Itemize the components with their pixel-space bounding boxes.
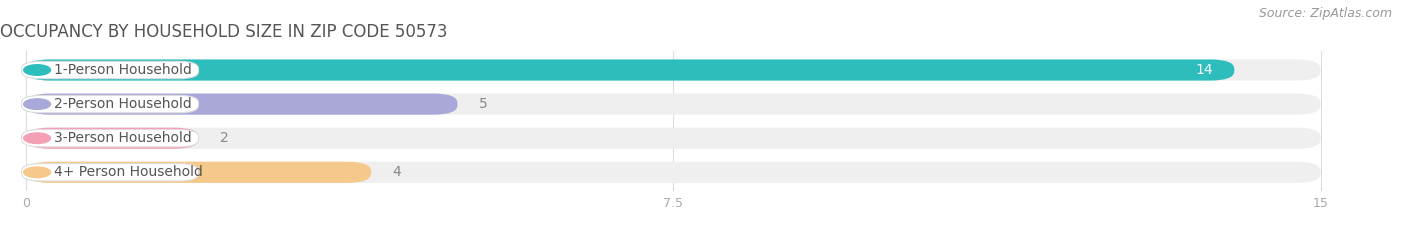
FancyBboxPatch shape bbox=[25, 59, 1320, 81]
FancyBboxPatch shape bbox=[21, 130, 198, 147]
FancyBboxPatch shape bbox=[21, 164, 198, 181]
Text: 14: 14 bbox=[1195, 63, 1213, 77]
FancyBboxPatch shape bbox=[25, 93, 457, 115]
Text: 2: 2 bbox=[221, 131, 229, 145]
Text: 2-Person Household: 2-Person Household bbox=[55, 97, 193, 111]
FancyBboxPatch shape bbox=[25, 59, 1234, 81]
Text: 1-Person Household: 1-Person Household bbox=[55, 63, 193, 77]
Text: Source: ZipAtlas.com: Source: ZipAtlas.com bbox=[1258, 7, 1392, 20]
FancyBboxPatch shape bbox=[25, 93, 1320, 115]
Circle shape bbox=[24, 99, 51, 110]
Text: OCCUPANCY BY HOUSEHOLD SIZE IN ZIP CODE 50573: OCCUPANCY BY HOUSEHOLD SIZE IN ZIP CODE … bbox=[0, 23, 447, 41]
FancyBboxPatch shape bbox=[25, 162, 371, 183]
Text: 3-Person Household: 3-Person Household bbox=[55, 131, 193, 145]
Circle shape bbox=[24, 167, 51, 178]
Text: 4+ Person Household: 4+ Person Household bbox=[55, 165, 204, 179]
FancyBboxPatch shape bbox=[21, 96, 198, 113]
Circle shape bbox=[24, 65, 51, 75]
FancyBboxPatch shape bbox=[25, 162, 1320, 183]
Circle shape bbox=[24, 133, 51, 144]
FancyBboxPatch shape bbox=[25, 128, 198, 149]
Text: 5: 5 bbox=[479, 97, 488, 111]
FancyBboxPatch shape bbox=[25, 128, 1320, 149]
FancyBboxPatch shape bbox=[21, 61, 198, 79]
Text: 4: 4 bbox=[392, 165, 402, 179]
